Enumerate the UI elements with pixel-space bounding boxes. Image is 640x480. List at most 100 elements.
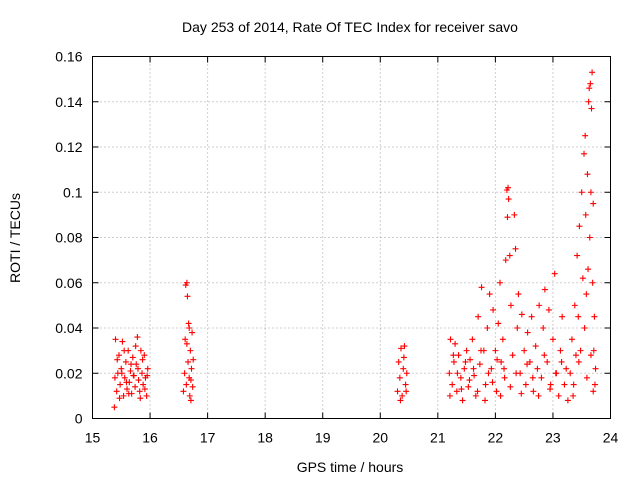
data-point [117,381,124,388]
data-point [113,388,120,395]
data-point [134,334,141,341]
data-point [143,392,150,399]
data-point [518,311,525,318]
data-point [583,374,590,381]
data-point [496,279,503,286]
data-point [127,367,134,374]
data-point [518,390,525,397]
data-point [555,392,562,399]
data-point [478,347,484,354]
data-point [489,379,496,386]
data-point [492,347,499,354]
data-point [576,223,583,230]
data-point [590,200,597,207]
data-point [189,329,196,336]
data-point [513,370,520,377]
data-point [122,358,129,365]
data-point [180,388,187,395]
data-point [582,211,589,218]
grid [92,56,611,419]
data-point [139,356,146,363]
data-point [585,98,592,105]
data-point [486,291,493,298]
data-point [552,370,559,377]
data-point [589,69,596,76]
data-point [402,381,409,388]
plot-frame [92,56,611,419]
data-point [395,358,402,365]
x-tick-label: 19 [315,430,331,446]
data-point [394,388,401,395]
y-tick-label: 0.16 [55,49,82,65]
data-point [476,361,483,368]
y-tick-labels: 0 0.02 0.04 0.06 0.08 0.1 0.12 0.14 0.16 [55,49,82,427]
data-point [128,361,135,368]
data-point [578,189,585,196]
data-point [137,347,144,354]
data-point [141,386,148,393]
data-point [502,257,509,264]
data-point [499,336,506,343]
data-point [570,381,577,388]
x-axis-label: GPS time / hours [297,459,404,475]
data-point [186,325,193,331]
data-point [403,388,410,395]
y-tick-label: 0.12 [55,139,82,155]
data-point [124,386,131,393]
data-point [461,365,468,372]
data-point [452,340,459,347]
data-point [465,383,472,390]
data-point [469,336,476,343]
data-point [501,374,508,381]
data-point [115,352,122,359]
data-point [572,352,579,359]
data-point [497,392,504,399]
data-point [403,370,410,377]
data-point [181,370,188,377]
data-point [504,214,511,221]
data-point [505,196,512,203]
data-point [581,150,588,157]
data-point [547,386,554,393]
data-point [116,395,123,402]
data-point [114,356,121,363]
data-point [584,171,591,178]
data-point [511,211,518,218]
data-point [551,270,558,277]
data-point [458,386,465,393]
data-point [507,302,514,309]
data-point [524,329,531,336]
data-point [132,383,139,390]
data-point [447,336,454,343]
data-point [544,358,551,365]
data-point [467,356,474,363]
data-point [540,325,547,331]
data-point [138,370,145,377]
data-point [121,347,128,354]
data-point [118,370,125,377]
data-point [501,365,508,372]
data-point [506,252,513,259]
data-point [183,381,190,388]
data-point [577,347,584,354]
data-point [183,279,190,286]
data-point [570,392,577,399]
data-point [478,284,485,291]
data-point [462,358,469,365]
x-tick-label: 18 [257,430,273,446]
data-point [495,320,502,327]
data-point [586,85,593,92]
data-point [536,302,543,309]
data-point [530,388,537,395]
data-point [120,392,127,399]
data-point [515,291,522,298]
data-point [564,397,571,404]
data-point [524,361,531,368]
x-tick-label: 16 [142,430,158,446]
data-point [399,392,406,399]
x-tick-label: 15 [85,430,101,446]
data-point [591,381,598,388]
data-point [463,347,470,354]
data-point [586,234,593,241]
